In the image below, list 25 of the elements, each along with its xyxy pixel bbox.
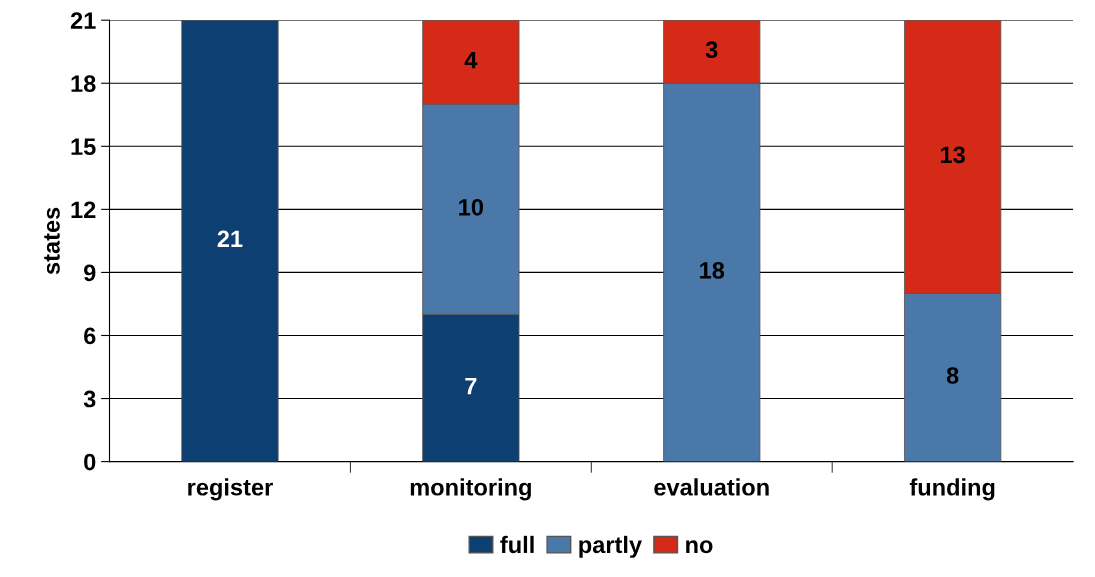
data-label: 3 [705, 41, 718, 59]
y-tick-label: 3 [83, 390, 96, 408]
data-label: 7 [465, 377, 477, 395]
y-tick-label: 21 [70, 12, 96, 29]
legend-label: no [686, 540, 713, 554]
bar [181, 20, 279, 462]
legend-label: full [500, 535, 534, 554]
data-label: 4 [464, 52, 478, 69]
y-tick-label: 12 [71, 201, 96, 218]
y-axis-title: states [44, 207, 60, 275]
x-tick-label: evaluation [654, 478, 769, 496]
y-tick-label: 18 [71, 75, 96, 93]
y-tick-label: 6 [84, 327, 96, 345]
data-label: 10 [459, 198, 484, 216]
data-label: 21 [217, 230, 243, 247]
legend-label: partly [579, 535, 642, 558]
x-tick-label: register [188, 478, 273, 501]
y-tick-label: 15 [71, 138, 96, 156]
x-tick-label: monitoring [410, 478, 531, 501]
data-label: 18 [700, 262, 725, 279]
y-tick-label: 9 [83, 264, 96, 282]
x-tick-label: funding [909, 478, 995, 501]
y-tick-label: 0 [84, 453, 96, 471]
data-label: 13 [941, 146, 965, 164]
data-label: 8 [946, 367, 959, 384]
